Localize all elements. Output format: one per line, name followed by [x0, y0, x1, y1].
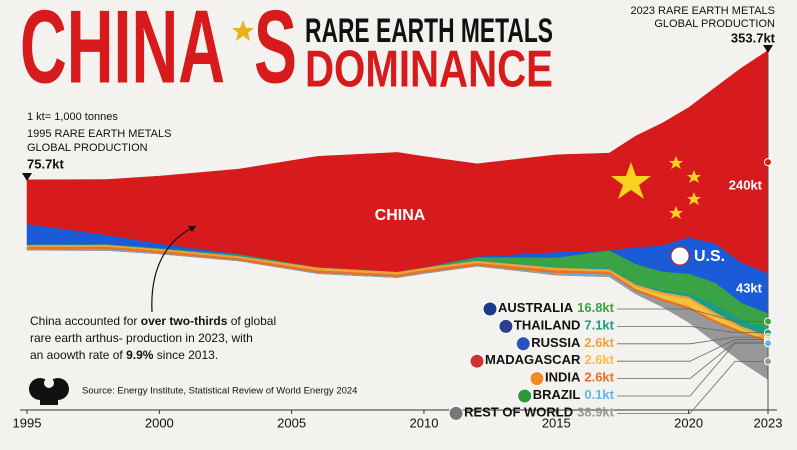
annotation: China accounted for over two-thirds of g…	[30, 314, 276, 362]
flag	[469, 353, 485, 369]
end-label: GLOBAL PRODUCTION	[654, 18, 775, 30]
annotation-line: an aoowth rate of 9.9% since 2013.	[30, 348, 218, 362]
flag	[529, 371, 545, 387]
leader-line	[617, 339, 768, 362]
legend-entry: MADAGASCAR 2.6kt	[485, 353, 615, 368]
star	[611, 162, 651, 199]
value-label: 240kt	[729, 177, 763, 192]
series-label: U.S.	[694, 248, 725, 265]
annotation-text: China accounted for	[30, 314, 141, 328]
start-label: 1995 RARE EARTH METALS	[27, 128, 171, 140]
x-tick-label: 2000	[145, 415, 174, 430]
x-tick-label: 2005	[277, 415, 306, 430]
title-top: RARE EARTH METALS	[305, 12, 553, 50]
unit-note: 1 kt= 1,000 tonnes	[27, 111, 118, 123]
leader-line	[617, 325, 768, 334]
legend-entry: REST OF WORLD 38.9kt	[464, 405, 615, 420]
x-tick-label: 2020	[674, 415, 703, 430]
legend-entry: THAILAND 7.1kt	[514, 318, 615, 333]
legend-value: 2.6kt	[584, 335, 614, 350]
end-dot	[764, 317, 772, 326]
leader-line	[617, 342, 768, 397]
title-main: CHINA	[20, 0, 225, 105]
legend-name: BRAZIL	[533, 387, 581, 402]
value-label: 43kt	[736, 280, 763, 295]
end-dot	[764, 158, 772, 167]
flag	[515, 336, 531, 352]
legend-entry: RUSSIA 2.6kt	[531, 335, 614, 350]
logo-part	[44, 378, 54, 388]
logo-part	[40, 395, 58, 405]
annotation-text: 9.9%	[126, 348, 154, 362]
end-marker	[763, 45, 773, 53]
x-tick-label: 2015	[542, 415, 571, 430]
source: Source: Energy Institute, Statistical Re…	[82, 386, 357, 397]
start-total: 75.7kt	[27, 156, 65, 171]
leader-line	[617, 308, 768, 322]
legend-name: AUSTRALIA	[498, 300, 574, 315]
x-tick-label: 2023	[754, 415, 783, 430]
legend-value: 16.8kt	[577, 300, 615, 315]
legend-entry: INDIA 2.6kt	[545, 370, 615, 385]
leader-line	[617, 360, 768, 414]
star	[669, 206, 683, 219]
legend-name: MADAGASCAR	[485, 353, 581, 368]
legend-value: 2.6kt	[584, 370, 614, 385]
title-bottom: DOMINANCE	[305, 41, 553, 99]
flag	[482, 301, 498, 317]
annotation-text: rare earth arthus- production in 2023, w…	[30, 331, 253, 345]
legend-value: 7.1kt	[584, 318, 614, 333]
title-end: S	[254, 0, 297, 105]
annotation-arrowhead	[188, 226, 196, 232]
end-label: 2023 RARE EARTH METALS	[631, 5, 775, 17]
flag-stars	[611, 156, 701, 219]
legend-name: INDIA	[545, 370, 581, 385]
legend-entry: BRAZIL 0.1kt	[533, 387, 615, 402]
star	[687, 170, 701, 183]
series-label: CHINA	[375, 207, 426, 224]
annotation-text: an aoowth rate of	[30, 348, 126, 362]
x-tick-label: 1995	[13, 415, 42, 430]
legend-value: 38.9kt	[577, 405, 615, 420]
legend-name: THAILAND	[514, 318, 580, 333]
flag	[517, 388, 533, 404]
legend-value: 2.6kt	[584, 353, 614, 368]
x-tick-label: 2010	[410, 415, 439, 430]
leader-line	[617, 341, 768, 380]
annotation-text: of global	[227, 314, 276, 328]
start-label: GLOBAL PRODUCTION	[27, 142, 148, 154]
annotation-line: rare earth arthus- production in 2023, w…	[30, 331, 253, 345]
end-total: 353.7kt	[731, 30, 776, 45]
flag	[670, 246, 690, 266]
start-marker	[22, 173, 32, 181]
flag	[448, 405, 464, 421]
flag	[498, 318, 514, 334]
end-dot	[764, 339, 772, 348]
annotation-arrow	[151, 225, 197, 313]
legend-entry: AUSTRALIA 16.8kt	[498, 300, 615, 315]
star	[669, 156, 683, 169]
legend-value: 0.1kt	[584, 387, 614, 402]
legend-name: REST OF WORLD	[464, 405, 573, 420]
leader-line	[617, 336, 768, 345]
annotation-line: China accounted for over two-thirds of g…	[30, 314, 276, 328]
star	[687, 192, 701, 205]
annotation-text: over two-thirds	[141, 314, 228, 328]
legend-name: RUSSIA	[531, 335, 581, 350]
annotation-text: since 2013.	[153, 348, 218, 362]
title-star	[232, 20, 254, 41]
logo	[29, 378, 69, 405]
end-dot	[764, 357, 772, 366]
